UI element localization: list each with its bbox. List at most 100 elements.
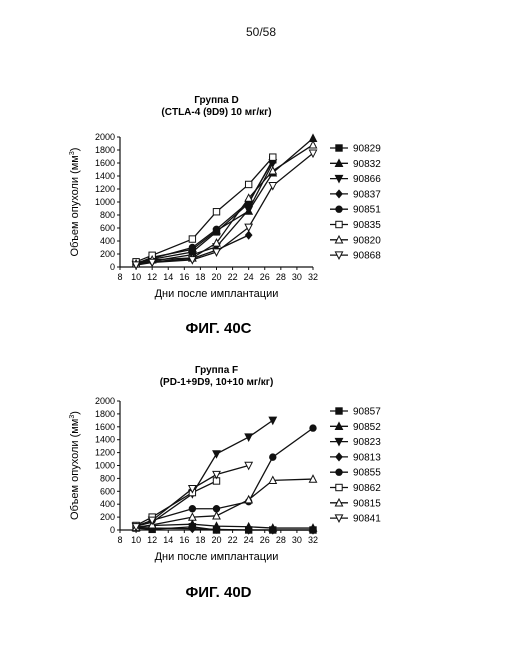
chart-panel-2: Группа F(PD-1+9D9, 10+10 мг/кг) 0 200 400 60… xyxy=(69,365,381,601)
series-90815 xyxy=(131,474,318,532)
data-point xyxy=(147,258,157,268)
legend-label: 90813 xyxy=(353,452,381,463)
legend-entry: 90832 xyxy=(330,158,381,170)
data-point xyxy=(188,524,197,534)
x-tick-label: 12 xyxy=(147,535,157,545)
series-90862 xyxy=(132,477,221,530)
x-tick-label: 16 xyxy=(179,535,189,545)
legend-marker xyxy=(335,189,343,199)
y-tick-label: 1000 xyxy=(95,197,115,207)
y-tick-label: 0 xyxy=(110,262,115,272)
x-tick-label: 22 xyxy=(228,535,238,545)
legend-label: 90835 xyxy=(353,220,381,231)
series-line xyxy=(135,156,274,263)
data-point xyxy=(268,165,278,175)
legend-marker xyxy=(334,497,344,507)
y-tick-label: 2000 xyxy=(95,132,115,142)
x-tick-label: 32 xyxy=(308,272,318,282)
data-point xyxy=(309,525,317,535)
legend-label: 90820 xyxy=(353,235,381,246)
data-point xyxy=(244,180,253,189)
y-tick-label: 200 xyxy=(100,512,115,522)
y-axis-label: Объем опухоли (мм3) xyxy=(69,411,81,520)
legend-marker xyxy=(335,407,343,415)
series-line xyxy=(135,159,274,264)
series-90868 xyxy=(131,149,318,270)
page-number: 50/58 xyxy=(245,25,277,39)
x-tick-label: 30 xyxy=(292,535,302,545)
legend-marker xyxy=(334,234,344,244)
series-line xyxy=(135,478,314,529)
x-tick-label: 26 xyxy=(260,272,270,282)
x-tick-label: 32 xyxy=(308,535,318,545)
series-90832 xyxy=(131,133,318,268)
y-tick-label: 1200 xyxy=(95,184,115,194)
data-point xyxy=(188,243,197,252)
data-point xyxy=(269,153,277,161)
legend-marker xyxy=(334,174,344,184)
legend-label: 90823 xyxy=(353,437,381,448)
x-tick-label: 18 xyxy=(195,272,205,282)
x-tick-label: 16 xyxy=(179,272,189,282)
legend-label: 90837 xyxy=(353,189,381,200)
legend-label: 90862 xyxy=(353,483,381,494)
data-point xyxy=(187,512,197,521)
y-tick-label: 1000 xyxy=(95,461,115,471)
legend-entry: 90851 xyxy=(330,205,381,216)
data-point xyxy=(212,450,221,459)
legend-marker xyxy=(335,468,343,476)
legend-label: 90857 xyxy=(353,407,381,418)
y-tick-label: 1800 xyxy=(95,145,115,155)
series-line xyxy=(135,419,274,527)
data-point xyxy=(268,475,278,485)
legend-entry: 90841 xyxy=(330,514,381,525)
legend-label: 90829 xyxy=(353,144,381,155)
x-axis-label: Дни после имплантации xyxy=(155,551,279,563)
x-tick-label: 28 xyxy=(276,272,286,282)
legend-entry: 90852 xyxy=(330,421,381,433)
legend-marker xyxy=(334,514,344,523)
data-point xyxy=(212,248,221,257)
data-point xyxy=(131,523,141,532)
data-point xyxy=(308,149,318,159)
legend-marker xyxy=(334,437,344,447)
legend-marker xyxy=(335,220,343,229)
data-point xyxy=(244,433,254,443)
legend-entry: 90855 xyxy=(330,468,381,479)
data-point xyxy=(212,524,221,534)
x-tick-label: 12 xyxy=(147,272,157,282)
y-tick-label: 400 xyxy=(100,499,115,509)
legend-marker xyxy=(334,158,344,167)
legend-entry: 90866 xyxy=(330,174,381,185)
data-point xyxy=(244,223,254,233)
legend-marker xyxy=(335,483,343,492)
y-tick-label: 1600 xyxy=(95,158,115,168)
chart-title: Группа D xyxy=(194,95,238,106)
x-tick-label: 10 xyxy=(131,272,141,282)
data-point xyxy=(131,261,141,270)
x-tick-label: 22 xyxy=(228,272,238,282)
y-tick-label: 1400 xyxy=(95,435,115,445)
legend-entry: 90835 xyxy=(330,220,381,231)
y-tick-label: 1800 xyxy=(95,409,115,419)
x-tick-label: 24 xyxy=(244,535,254,545)
data-point xyxy=(188,235,197,243)
y-tick-label: 800 xyxy=(100,210,115,220)
data-point xyxy=(308,139,318,149)
data-point xyxy=(212,510,221,520)
figure-label: ФИГ. 40C xyxy=(185,320,251,337)
series-line xyxy=(135,137,314,265)
x-tick-label: 14 xyxy=(163,535,173,545)
data-point xyxy=(308,474,318,483)
legend-entry: 90862 xyxy=(330,483,381,494)
legend-label: 90868 xyxy=(353,251,381,262)
series-90841 xyxy=(131,461,254,532)
y-tick-label: 600 xyxy=(100,486,115,496)
series-line xyxy=(135,480,217,527)
chart-subtitle: (PD-1+9D9, 10+10 мг/кг) xyxy=(160,377,274,388)
legend-entry: 90813 xyxy=(330,452,381,463)
chart-subtitle: (CTLA-4 (9D9) 10 мг/кг) xyxy=(161,107,271,118)
data-point xyxy=(244,230,253,240)
legend-entry: 90815 xyxy=(330,497,381,509)
